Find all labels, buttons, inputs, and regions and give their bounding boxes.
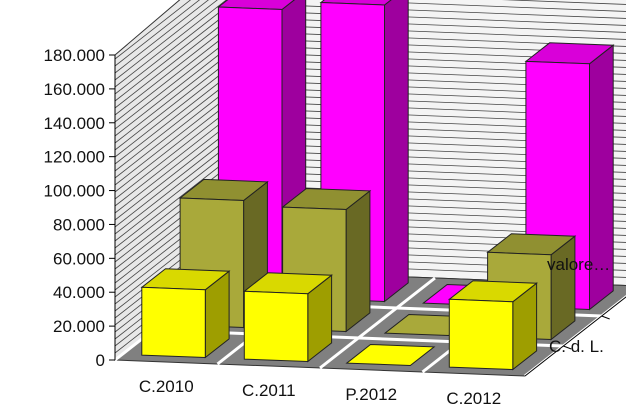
depth-tick-mark	[563, 345, 572, 350]
side-wall-gridline	[114, 31, 231, 123]
side-wall-gridline	[114, 129, 231, 221]
depth-series-label: valore…	[547, 255, 610, 274]
side-wall-gridline	[114, 94, 231, 186]
y-tick-label: 140.000	[44, 114, 105, 133]
side-wall-gridline	[114, 0, 227, 88]
side-wall-gridline	[114, 0, 218, 81]
bar-front-row-c-2011-front	[243, 290, 309, 363]
y-tick-label: 0	[96, 351, 105, 370]
side-wall-gridline	[114, 136, 231, 228]
floor-divider	[319, 276, 436, 370]
back-wall-gridline	[322, 0, 626, 12]
y-tick-label: 80.000	[53, 215, 105, 234]
x-category-label: P.2012	[345, 385, 397, 404]
bar-front-row-c-2012-front	[448, 298, 514, 371]
side-wall-gridline	[114, 122, 231, 214]
y-tick-label: 180.000	[44, 46, 105, 65]
side-wall-gridline	[114, 115, 231, 207]
side-wall-gridline	[114, 0, 200, 67]
side-wall-gridline	[114, 17, 231, 109]
side-wall-gridline	[114, 73, 231, 165]
depth-tick-mark	[601, 315, 610, 320]
side-wall-gridline	[114, 24, 231, 116]
y-tick-label: 60.000	[53, 249, 105, 268]
side-wall-gridline	[114, 143, 231, 235]
side-wall-gridline	[114, 87, 231, 179]
back-wall-gridline	[501, 0, 626, 5]
side-wall-gridline	[114, 66, 231, 158]
side-wall-gridline	[114, 101, 231, 193]
y-tick-label: 160.000	[44, 80, 105, 99]
y-tick-label: 100.000	[44, 182, 105, 201]
y-tick-label: 20.000	[53, 317, 105, 336]
side-wall-gridline	[114, 38, 231, 130]
side-wall-gridline	[114, 10, 231, 102]
side-wall-gridline	[114, 0, 192, 60]
side-wall-gridline	[114, 0, 209, 74]
side-wall-gridline	[114, 150, 231, 242]
side-wall-gridline	[114, 3, 231, 95]
side-wall-gridline	[114, 157, 231, 249]
side-wall-gridline	[114, 52, 231, 144]
bar-middle-row-c-2011-side	[345, 189, 371, 333]
y-tick-label: 40.000	[53, 283, 105, 302]
y-tick-label: 120.000	[44, 148, 105, 167]
x-category-label: C.2011	[242, 381, 296, 400]
depth-axis-line	[524, 296, 626, 377]
depth-series-label: C. d. L.	[549, 337, 604, 356]
x-category-label: C.2010	[139, 377, 194, 396]
side-wall-gridline	[114, 59, 231, 151]
side-wall-gridline	[114, 45, 231, 137]
bar-front-row-p-2012-flat	[345, 343, 436, 367]
bar-front-row-c-2010-front	[141, 286, 206, 359]
x-category-label: C.2012	[446, 389, 501, 408]
bar-back-row-c-2011-side	[384, 0, 409, 303]
side-wall-gridline	[114, 108, 231, 200]
side-wall-gridline	[114, 80, 231, 172]
